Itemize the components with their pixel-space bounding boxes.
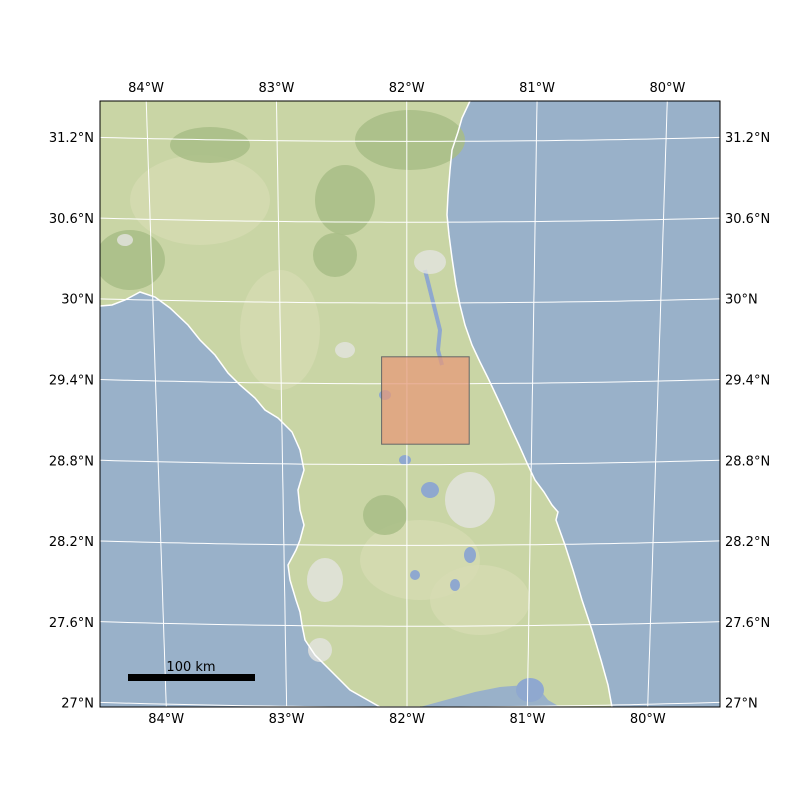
parallel-line [100,217,720,223]
bottom-lon-tick-label: 80°W [630,712,666,727]
urban-areas [117,234,495,662]
left-lat-tick-label: 28.8°N [49,454,94,469]
parallel-line [100,701,720,707]
parallel-line [100,459,720,466]
parallel-line [100,540,720,546]
map-frame [99,100,721,708]
right-lat-tick-label: 28.2°N [725,535,770,550]
top-lon-tick-label: 80°W [649,81,685,96]
top-lon-tick-label: 84°W [128,81,164,96]
coastline [100,101,613,707]
left-lat-tick-label: 29.4°N [49,374,94,389]
right-lat-tick-label: 27°N [725,697,758,712]
left-lat-tick-label: 27°N [61,697,94,712]
left-lat-tick-label: 31.2°N [49,131,94,146]
bottom-lon-tick-label: 82°W [389,712,425,727]
bottom-longitude-labels: 84°W 83°W 82°W 81°W 80°W [148,712,666,727]
top-longitude-labels: 84°W 83°W 82°W 81°W 80°W [128,81,685,96]
top-lon-tick-label: 81°W [519,81,555,96]
map-panel[interactable] [50,85,763,734]
left-lat-tick-label: 30°N [61,293,94,308]
scale-bar: 100 km [128,660,255,681]
graticule [100,101,720,707]
bottom-lon-tick-label: 81°W [509,712,545,727]
parallel-line [100,621,720,627]
highlight-region[interactable] [381,356,470,445]
left-lat-tick-label: 27.6°N [49,616,94,631]
parallel-line [100,136,720,142]
bottom-lon-tick-label: 84°W [148,712,184,727]
left-lat-tick-label: 30.6°N [49,212,94,227]
top-lon-tick-label: 82°W [389,81,425,96]
bottom-lon-tick-label: 83°W [269,712,305,727]
parallel-line [100,298,720,304]
land-light-patches [130,155,530,635]
top-lon-tick-label: 83°W [258,81,294,96]
left-latitude-labels: 31.2°N 30.6°N 30°N 29.4°N 28.8°N 28.2°N 27.6°N… [49,131,94,712]
scale-bar-line [128,674,255,681]
inland-water [379,269,544,702]
right-lat-tick-label: 27.6°N [725,616,770,631]
right-lat-tick-label: 29.4°N [725,374,770,389]
right-lat-tick-label: 30°N [725,293,758,308]
right-lat-tick-label: 28.8°N [725,454,770,469]
left-lat-tick-label: 28.2°N [49,535,94,550]
right-latitude-labels: 31.2°N 30.6°N 30°N 29.4°N 28.8°N 28.2°N 27.6°N… [725,131,770,712]
right-lat-tick-label: 31.2°N [725,131,770,146]
scale-bar-label: 100 km [166,660,215,675]
forest-patches [100,110,465,535]
right-lat-tick-label: 30.6°N [725,212,770,227]
